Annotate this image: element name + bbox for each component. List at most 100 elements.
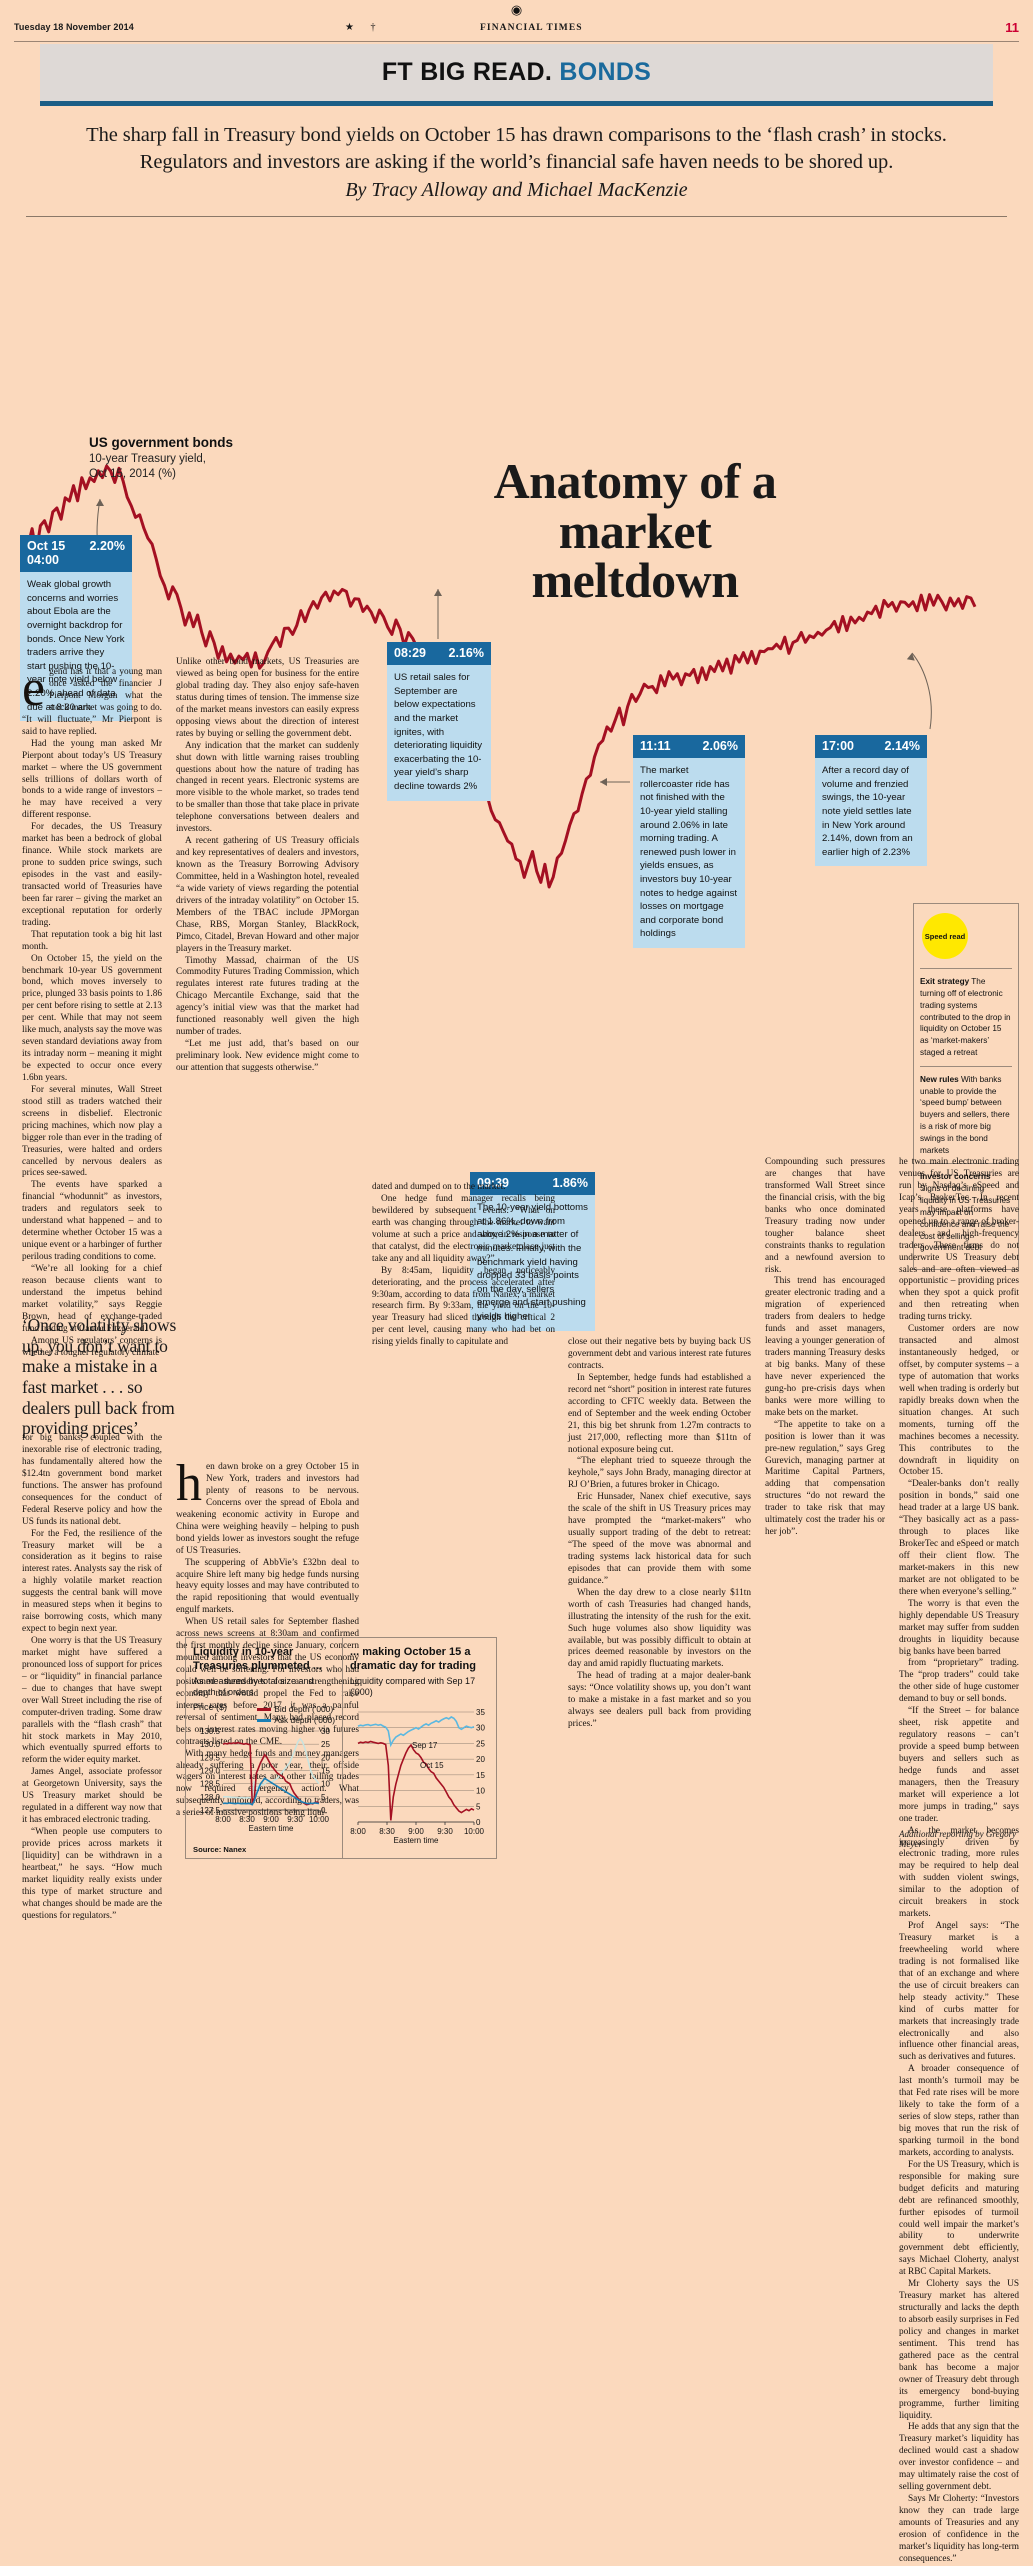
y-axis-tick-right: 10 [476,1787,485,1796]
masthead-date: Tuesday 18 November 2014 [14,22,134,32]
article-paragraph: he two main electronic trading venues fo… [899,1157,1019,1323]
article-paragraph: Had the young man asked Mr Pierpont abou… [22,738,162,821]
publication-title: FINANCIAL TIMES [480,23,583,33]
article-paragraph: Timothy Massad, chairman of the US Commo… [176,955,359,1038]
speed-read-lead: Exit strategy [920,977,970,987]
oct15-vs-sep17-chart: ... making October 15 a dramatic day for… [342,1638,498,1859]
y-axis-tick-left: 127.5 [200,1806,221,1815]
article-paragraph: “Dealer-banks don’t really position in b… [899,1479,1019,1597]
bc-right-plot: 35 30 25 20 15 10 5 0 8:00 8:30 9:00 9:30 10:00 Easte… [350,1708,485,1845]
article-paragraph: James Angel, associate professor at Geor… [22,1767,162,1826]
article-paragraph: The scuppering of AbbVie’s £32bn deal to… [176,1557,359,1616]
banner-topic: BONDS [559,58,652,86]
callout-arrow-head [600,778,607,787]
callout-header: 17:00 2.14% [815,735,927,759]
page-canvas: US government bonds 10-year Treasury yie… [0,217,1033,2564]
y-axis-tick-right: 10 [321,1780,330,1789]
x-axis-tick-label: 9:00 [263,1815,279,1824]
series-line-oct15 [357,1741,475,1821]
y-axis-tick-left: 129.0 [200,1767,221,1776]
x-axis-tick-label: 10:00 [464,1827,485,1836]
article-paragraph: Among US regulators’ concerns is whether… [22,1335,162,1358]
article-column-2: Unlike other bond markets, US Treasuries… [176,657,359,1075]
callout-value: 2.14% [884,739,920,754]
article-paragraph: The head of trading at a major dealer-ba… [568,1671,751,1730]
y-axis-tick-right: 30 [476,1724,485,1733]
article-paragraph: When the day drew to a close nearly $11t… [568,1587,751,1670]
bottom-charts-panel: Liquidity in 10-year Treasuries plummete… [185,1637,498,1860]
callout-time: 11:11 [640,739,671,754]
article-paragraph: Customer orders are now transacted and a… [899,1324,1019,1478]
page-headline: Anatomy of a market meltdown [493,453,777,609]
liquidity-depth-chart: Liquidity in 10-year Treasuries plummete… [186,1638,342,1858]
callout-body: The 10-year yield bottoms at 1.86%, down… [477,1202,588,1322]
y-axis-tick-left: 129.5 [200,1754,221,1763]
speed-read-item: Investor concerns Signs of declining liq… [920,1163,1012,1261]
banner-label: FT BIG READ. BONDS [382,58,651,87]
article-paragraph: He adds that any sign that the Treasury … [899,2422,1019,2493]
y-axis-tick-right: 25 [476,1740,485,1749]
y-axis-tick-right: 30 [321,1727,330,1736]
y-axis-tick-right: 20 [476,1756,485,1765]
speed-read-lead: New rules [920,1074,959,1084]
x-axis-tick-label: 9:30 [437,1827,453,1836]
x-axis-tick-label: 10:00 [309,1815,330,1824]
article-paragraph: The worry is that even the highly depend… [899,1598,1019,1657]
y-axis-tick-left: 130.0 [200,1741,221,1750]
standfirst-rule [26,216,1007,218]
x-axis-label: Eastern time [249,1824,294,1832]
article-paragraph: Eric Hunsader, Nanex chief executive, sa… [568,1492,751,1586]
article-column-5: Compounding such pressures are changes t… [765,1157,885,1539]
speed-read-box: Speed read Exit strategy The turning off… [913,903,1019,1271]
callout-body: US retail sales for September are below … [394,672,482,792]
speed-read-text: The turning off of electronic trading sy… [920,977,1011,1057]
article-paragraph: In September, hedge funds had establishe… [568,1372,751,1455]
article-paragraph: from “proprietary” trading. The “prop tr… [899,1658,1019,1705]
callout-value: 1.86% [552,1176,588,1191]
edition-stars-icon: ★ † [345,22,383,33]
bc-left-legend: Bid depth ('000) Ask depth ('000) [257,1704,335,1725]
article-paragraph: That reputation took a big hit last mont… [22,929,162,952]
chart-callout-1111: 11:11 2.06% The market rollercoaster rid… [633,735,745,949]
y-axis-tick-right: 5 [321,1793,326,1802]
article-paragraph: By 8:45am, liquidity began noticeably de… [372,1265,555,1348]
masthead: ◉ Tuesday 18 November 2014 ★ † FINANCIAL… [0,0,1033,42]
y-axis-tick-left: 130.5 [200,1727,221,1736]
y-axis-tick-right: 25 [321,1741,330,1750]
legend-label-bid: Bid depth ('000) [274,1704,334,1715]
chart-callout-0829: 08:29 2.16% US retail sales for Septembe… [387,642,491,801]
y-axis-tick-right: 35 [476,1708,485,1717]
chart-callout-1700: 17:00 2.14% After a record day of volume… [815,735,927,867]
callout-time: Oct 15 04:00 [27,539,66,568]
callout-header: 09:39 1.86% [470,1172,595,1196]
series-line-ask [222,1777,320,1807]
chart-callout-0400: Oct 15 04:00 2.20% Weak global growth co… [20,535,132,722]
article-paragraph: egend has it that a young man once asked… [22,660,162,737]
article-paragraph: Mr Cloherty says the US Treasury market … [899,2279,1019,2421]
callout-arrow-head [906,653,915,661]
bc-left-subtitle: As measured by total size and depth of o… [193,1675,314,1698]
series-annotation: Sep 17 [412,1741,438,1750]
yield-line [26,464,977,889]
article-paragraph: On October 15, the yield on the benchmar… [22,953,162,1083]
standfirst-text: The sharp fall in Treasury bond yields o… [86,124,947,174]
speed-read-text: Signs of declining liquidity in US Treas… [920,1184,1011,1253]
callout-header: Oct 15 04:00 2.20% [20,535,132,573]
x-axis-tick-label: 8:30 [379,1827,395,1836]
callout-value: 2.06% [702,739,738,754]
standfirst: The sharp fall in Treasury bond yields o… [77,122,957,202]
article-paragraph: “We’re all looking for a chief reason be… [22,1263,162,1334]
article-paragraph: A recent gathering of US Treasury offici… [176,836,359,954]
x-axis-tick-label: 8:00 [215,1815,231,1824]
chart-title-sub: 10-year Treasury yield, Oct 15, 2014 (%) [89,452,206,481]
callout-header: 08:29 2.16% [387,642,491,666]
article-paragraph: The events have sparked a financial “who… [22,1180,162,1263]
callout-body: Weak global growth concerns and worries … [27,579,125,713]
callout-arrow-head [96,499,104,507]
y-axis-tick-right: 15 [321,1767,330,1776]
article-paragraph: This trend has encouraged greater electr… [765,1276,885,1418]
article-paragraph: “When people use computers to provide pr… [22,1827,162,1921]
callout-time: 17:00 [822,739,854,754]
bc-source: Source: Nanex [193,1845,247,1855]
chart-title-block: US government bonds 10-year Treasury yie… [89,435,289,482]
